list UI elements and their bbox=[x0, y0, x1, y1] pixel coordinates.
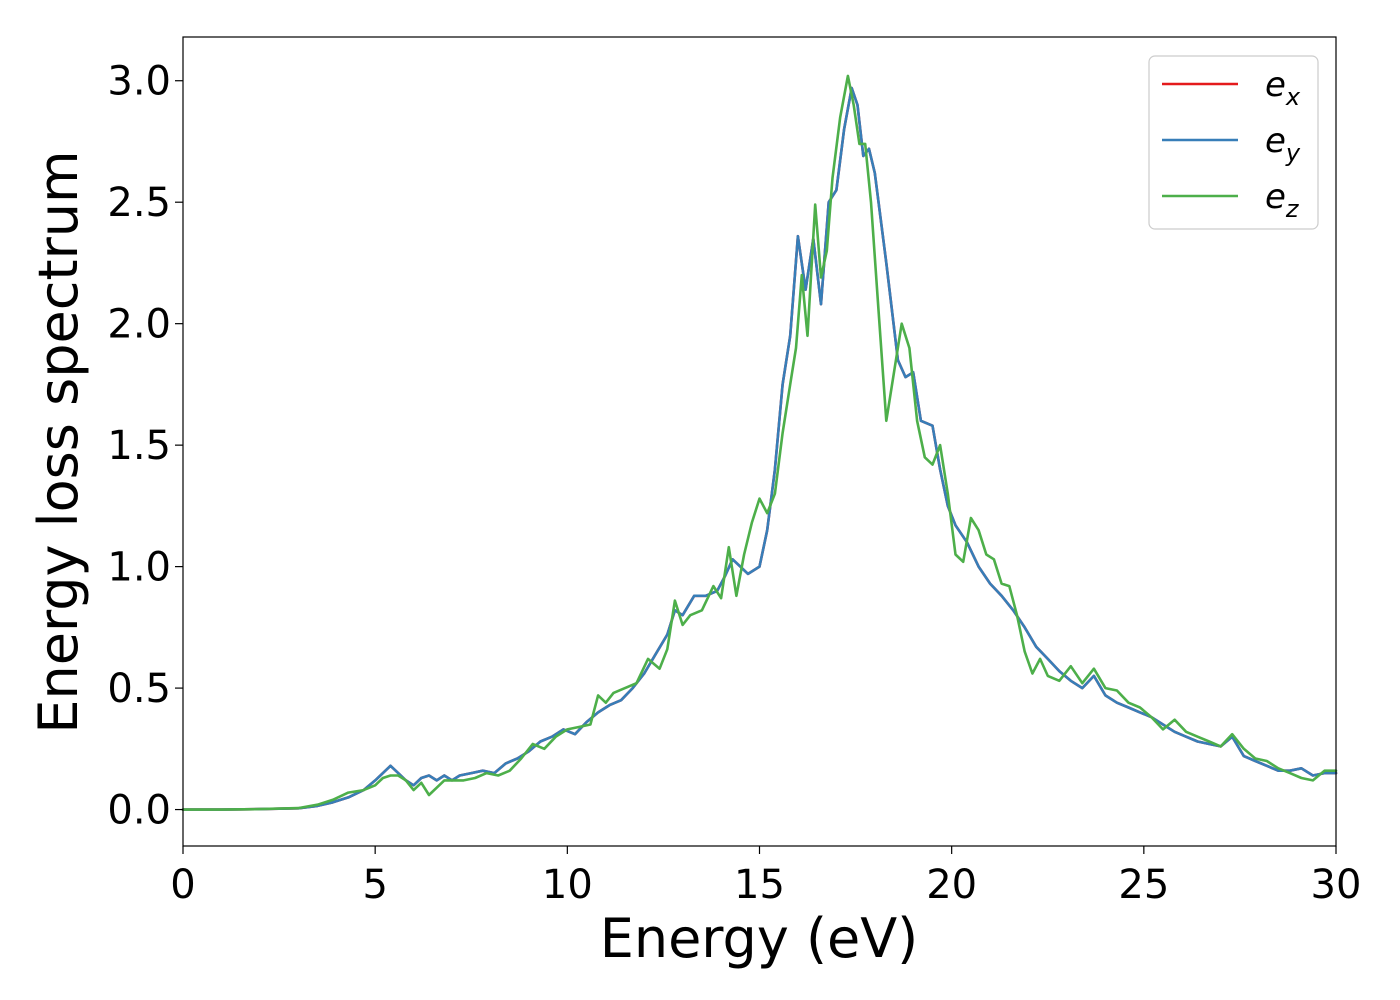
x-axis-label: Energy (eV) bbox=[600, 907, 919, 970]
y-tick-label: 0.0 bbox=[107, 788, 171, 834]
legend-label-subscript: y bbox=[1285, 139, 1301, 167]
x-tick-label: 30 bbox=[1311, 862, 1362, 908]
legend-label-subscript: z bbox=[1285, 195, 1300, 223]
y-tick-label: 0.5 bbox=[107, 666, 171, 712]
x-tick-label: 0 bbox=[170, 862, 195, 908]
y-tick-label: 2.0 bbox=[107, 302, 171, 348]
legend-label: ey bbox=[1265, 121, 1301, 167]
legend-label-base: e bbox=[1265, 177, 1286, 217]
x-tick-label: 5 bbox=[362, 862, 387, 908]
y-axis-ticks: 0.0 0.5 1.0 1.5 2.0 2.5 3.0 bbox=[107, 59, 183, 834]
series-line-e-z bbox=[181, 74, 1338, 811]
x-tick-label: 10 bbox=[542, 862, 593, 908]
x-tick-label: 25 bbox=[1118, 862, 1169, 908]
y-tick-label: 3.0 bbox=[107, 59, 171, 105]
legend-box bbox=[1148, 55, 1319, 230]
x-tick-label: 20 bbox=[926, 862, 977, 908]
x-tick-label: 15 bbox=[734, 862, 785, 908]
legend-label-subscript: x bbox=[1285, 83, 1301, 111]
legend-label: ez bbox=[1265, 177, 1300, 223]
y-tick-label: 1.0 bbox=[107, 545, 171, 591]
y-axis-label: Energy loss spectrum bbox=[27, 150, 90, 733]
legend-label: ex bbox=[1265, 65, 1301, 111]
x-axis-ticks: 0 5 10 15 20 25 30 bbox=[170, 846, 1361, 908]
legend-label-base: e bbox=[1265, 65, 1286, 105]
y-tick-label: 2.5 bbox=[107, 180, 171, 226]
legend-label-base: e bbox=[1265, 121, 1286, 161]
y-tick-label: 1.5 bbox=[107, 423, 171, 469]
series-line-e-y bbox=[181, 86, 1338, 811]
series-lines bbox=[181, 74, 1338, 811]
